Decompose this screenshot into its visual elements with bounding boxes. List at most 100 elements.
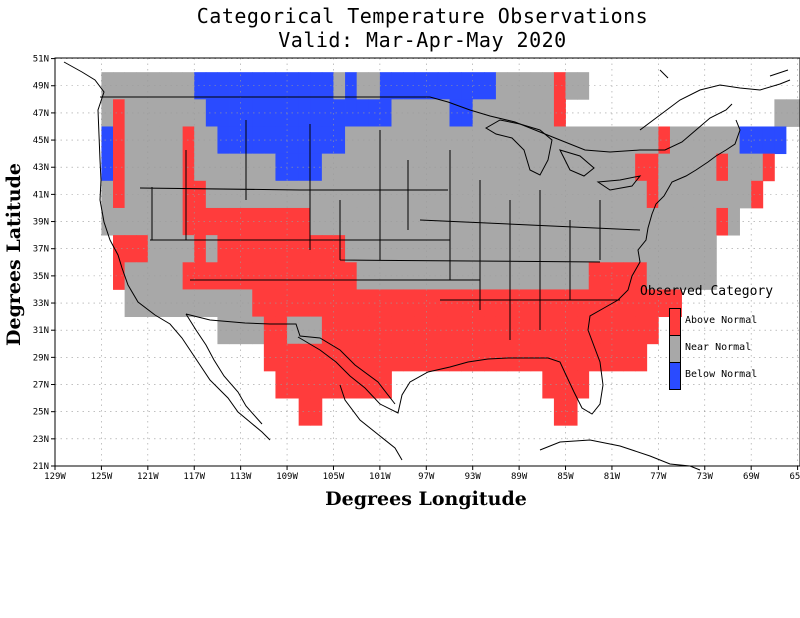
cell-above bbox=[194, 180, 207, 209]
cell-above bbox=[333, 316, 346, 345]
x-tick-label: 101W bbox=[369, 472, 391, 482]
cell-below bbox=[751, 126, 764, 155]
cell-above bbox=[646, 153, 659, 182]
cell-near bbox=[507, 126, 520, 155]
cell-near bbox=[785, 99, 798, 127]
cell-above bbox=[565, 398, 578, 426]
cell-below bbox=[240, 126, 253, 155]
y-tick-label: 45N bbox=[33, 136, 49, 146]
cell-below bbox=[333, 126, 346, 155]
cell-near bbox=[113, 207, 126, 236]
cell-near bbox=[414, 180, 427, 209]
cell-below bbox=[205, 72, 218, 100]
cell-above bbox=[321, 370, 334, 399]
state-lines bbox=[139, 120, 641, 340]
x-tick-label: 73W bbox=[697, 472, 714, 482]
cell-near bbox=[461, 180, 474, 209]
cell-below bbox=[298, 72, 311, 100]
cell-below bbox=[298, 126, 311, 155]
cell-below bbox=[240, 99, 253, 127]
cell-above bbox=[287, 370, 300, 399]
cell-near bbox=[136, 72, 149, 100]
cell-near bbox=[449, 126, 462, 155]
cell-above bbox=[611, 289, 624, 318]
cell-above bbox=[113, 153, 126, 182]
cell-above bbox=[229, 235, 242, 263]
cell-near bbox=[519, 153, 532, 182]
cell-below bbox=[449, 72, 462, 100]
cell-above bbox=[287, 343, 300, 372]
y-tick-label: 21N bbox=[33, 462, 49, 472]
cell-above bbox=[217, 235, 230, 263]
cell-above bbox=[565, 370, 578, 399]
cell-above bbox=[321, 235, 334, 263]
cell-near bbox=[414, 99, 427, 127]
cell-near bbox=[437, 207, 450, 236]
cell-near bbox=[646, 126, 659, 155]
cell-near bbox=[124, 126, 137, 155]
cell-near bbox=[403, 180, 416, 209]
cell-below bbox=[217, 72, 230, 100]
cell-near bbox=[437, 126, 450, 155]
cell-below bbox=[739, 126, 752, 155]
cell-near bbox=[229, 153, 242, 182]
cell-above bbox=[298, 235, 311, 263]
cell-above bbox=[611, 343, 624, 372]
cell-above bbox=[530, 316, 543, 345]
cell-above bbox=[240, 207, 253, 236]
cell-near bbox=[426, 99, 439, 127]
cell-near bbox=[623, 207, 636, 236]
cell-below bbox=[321, 126, 334, 155]
cell-near bbox=[507, 235, 520, 263]
cell-near bbox=[727, 180, 740, 209]
cell-below bbox=[298, 99, 311, 127]
cell-above bbox=[403, 316, 416, 345]
cell-above bbox=[345, 316, 358, 345]
cell-near bbox=[217, 180, 230, 209]
cell-near bbox=[205, 126, 218, 155]
cell-near bbox=[611, 153, 624, 182]
cell-near bbox=[727, 207, 740, 236]
cell-above bbox=[762, 153, 775, 182]
cell-below bbox=[287, 126, 300, 155]
cell-near bbox=[437, 153, 450, 182]
y-tick-label: 35N bbox=[33, 272, 49, 282]
cell-above bbox=[310, 262, 323, 290]
gulf-coastline bbox=[297, 119, 741, 415]
cell-above bbox=[298, 207, 311, 236]
cell-near bbox=[426, 262, 439, 290]
cell-above bbox=[553, 99, 566, 127]
cell-near bbox=[194, 289, 207, 318]
cell-near bbox=[414, 153, 427, 182]
cell-below bbox=[461, 99, 474, 127]
cell-near bbox=[147, 99, 160, 127]
cell-above bbox=[646, 316, 659, 345]
cell-below bbox=[414, 72, 427, 100]
cell-above bbox=[507, 289, 520, 318]
cell-near bbox=[426, 153, 439, 182]
y-tick-label: 33N bbox=[33, 299, 49, 309]
cell-above bbox=[113, 99, 126, 127]
canadian-coast bbox=[639, 69, 791, 131]
cell-above bbox=[252, 207, 265, 236]
cell-near bbox=[437, 180, 450, 209]
x-tick-label: 109W bbox=[276, 472, 298, 482]
cell-near bbox=[101, 72, 114, 100]
x-tick-label: 85W bbox=[557, 472, 574, 482]
x-tick-label: 117W bbox=[183, 472, 205, 482]
y-tick-label: 47N bbox=[33, 109, 49, 119]
cell-above bbox=[635, 316, 648, 345]
cell-below bbox=[252, 72, 265, 100]
cell-above bbox=[310, 370, 323, 399]
cell-near bbox=[530, 180, 543, 209]
cell-above bbox=[449, 316, 462, 345]
cell-near bbox=[449, 262, 462, 290]
cell-near bbox=[542, 153, 555, 182]
cell-below bbox=[345, 72, 358, 100]
mexico-border bbox=[185, 313, 396, 405]
cell-above bbox=[635, 289, 648, 318]
cell-above bbox=[716, 153, 729, 182]
cell-below bbox=[426, 72, 439, 100]
cell-near bbox=[426, 126, 439, 155]
cell-near bbox=[205, 289, 218, 318]
